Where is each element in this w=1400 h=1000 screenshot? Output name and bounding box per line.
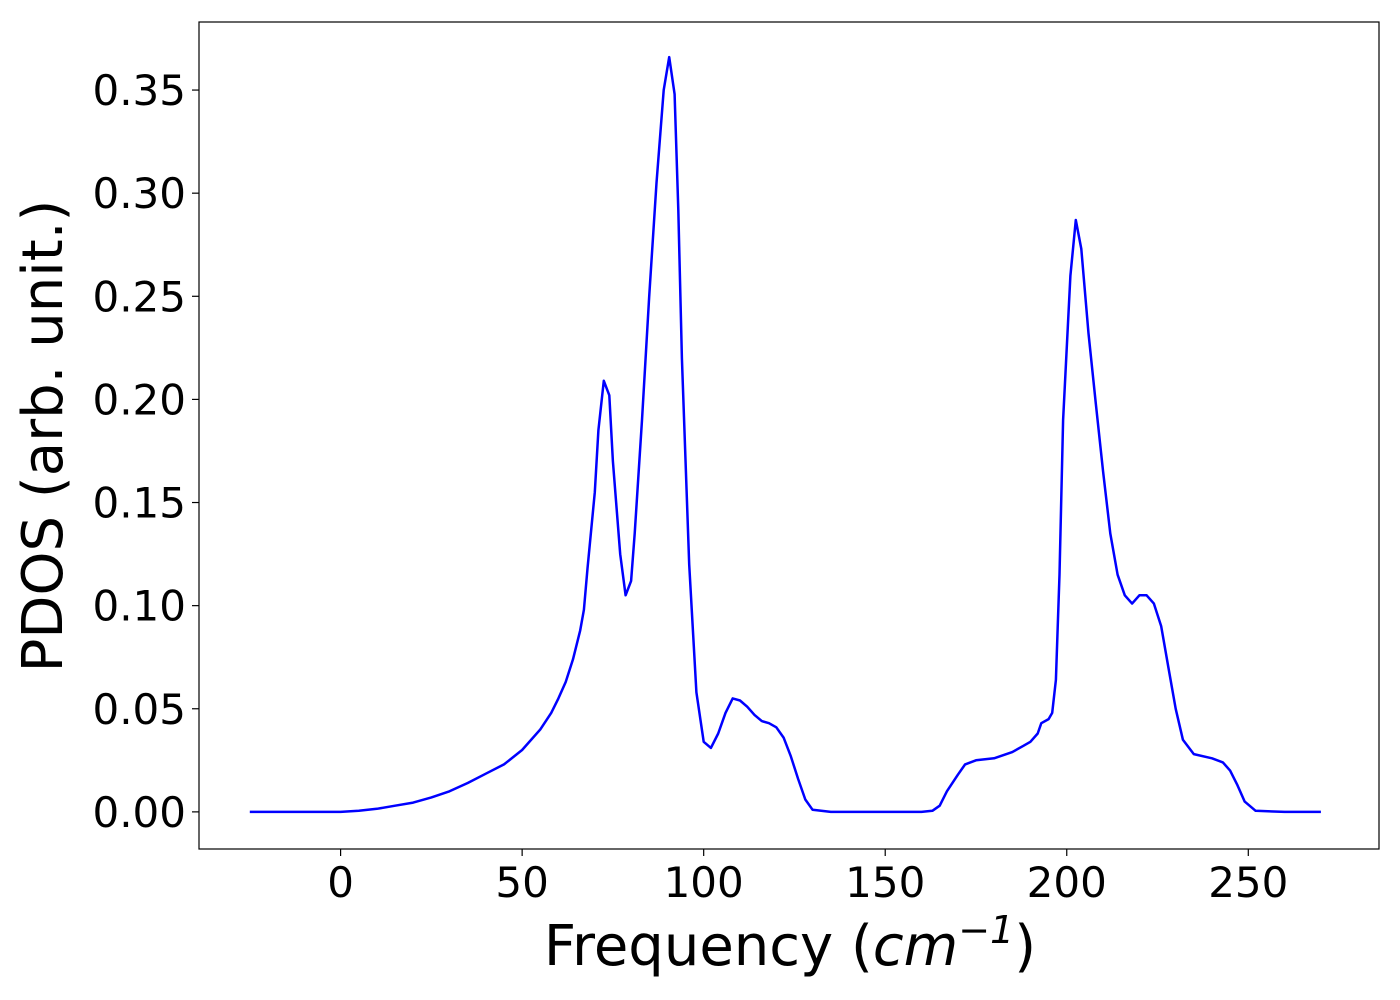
x-axis-title-unit-exponent: −1 bbox=[958, 908, 1014, 952]
y-axis-title: PDOS (arb. unit.) bbox=[11, 200, 76, 673]
pdos-series-line bbox=[249, 55, 1321, 814]
y-tick-label: 0.25 bbox=[92, 272, 186, 321]
y-axis: 0.00 0.05 0.10 0.15 0.20 0.25 0.30 0.35 bbox=[92, 66, 199, 837]
x-axis-title-unit-base: cm bbox=[873, 914, 958, 979]
y-tick-label: 0.05 bbox=[92, 685, 186, 734]
x-tick-label: 100 bbox=[664, 858, 744, 907]
y-tick-label: 0.00 bbox=[92, 788, 186, 837]
x-axis-title-unit-close: ) bbox=[1014, 914, 1036, 979]
x-tick-label: 250 bbox=[1208, 858, 1288, 907]
plot-frame bbox=[198, 21, 1380, 850]
x-tick-label: 200 bbox=[1027, 858, 1107, 907]
x-axis: 0 50 100 150 200 250 bbox=[327, 849, 1288, 907]
x-axis-title-text: Frequency bbox=[544, 914, 833, 979]
x-tick-label: 0 bbox=[327, 858, 354, 907]
y-tick-label: 0.15 bbox=[92, 479, 186, 528]
x-tick-label: 150 bbox=[845, 858, 925, 907]
y-tick-label: 0.20 bbox=[92, 375, 186, 424]
y-tick-label: 0.35 bbox=[92, 66, 186, 115]
y-tick-label: 0.10 bbox=[92, 582, 186, 631]
plot-layer bbox=[249, 55, 1321, 814]
x-axis-title: Frequency (cm−1) bbox=[544, 908, 1036, 979]
y-tick-label: 0.30 bbox=[92, 169, 186, 218]
x-axis-title-unit-open: ( bbox=[851, 914, 873, 979]
x-tick-label: 50 bbox=[495, 858, 548, 907]
